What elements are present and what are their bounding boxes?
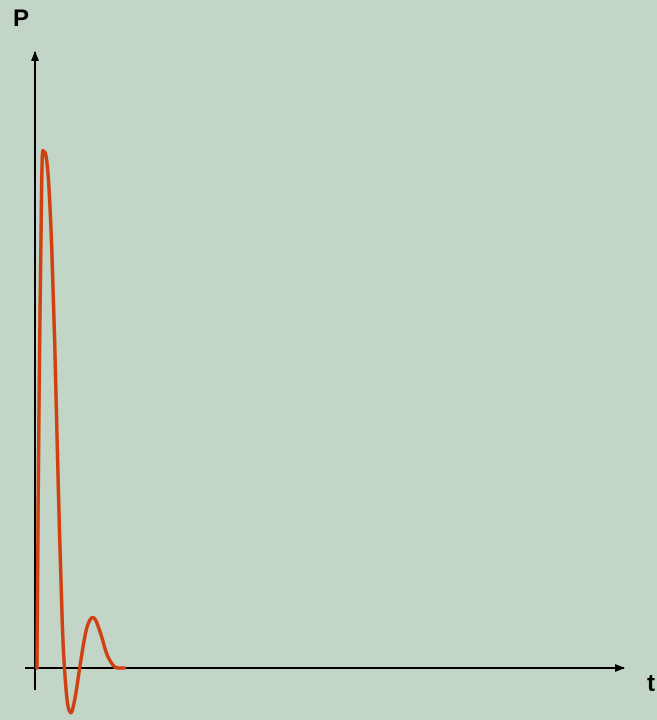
series-layer	[35, 148, 127, 715]
axes	[25, 51, 625, 690]
x-axis-label: t	[647, 670, 655, 697]
y-axis-label: P	[13, 5, 29, 32]
pressure-curve-line	[35, 148, 127, 715]
